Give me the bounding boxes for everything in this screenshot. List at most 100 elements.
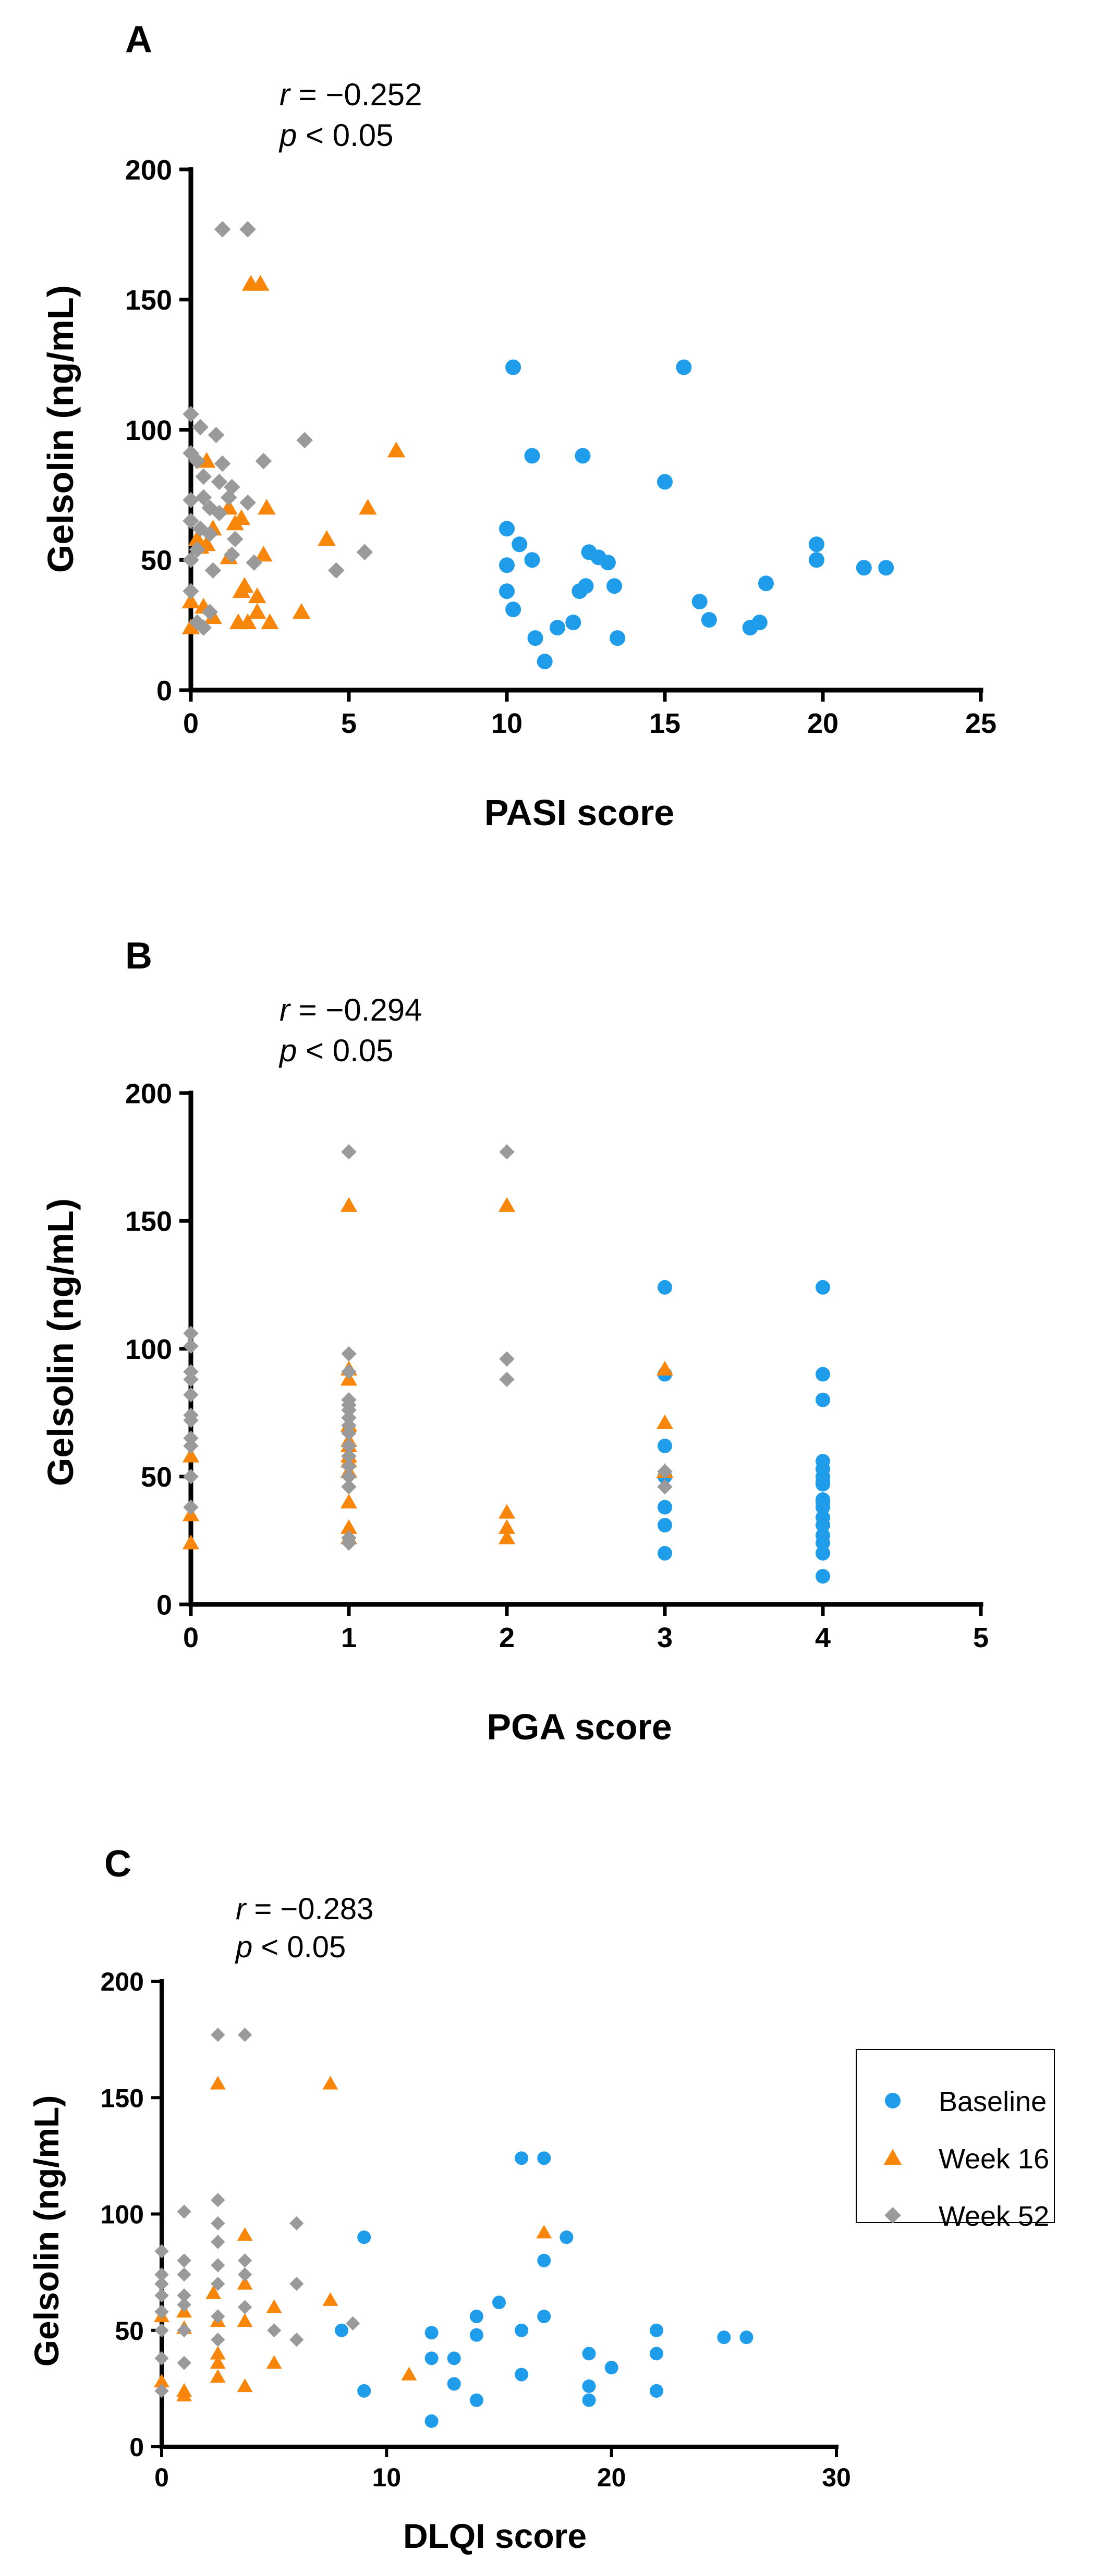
legend-box (856, 2049, 1055, 2223)
data-point-c-week-16-1 (322, 2076, 338, 2090)
data-point-c-week-16-21 (176, 2387, 192, 2401)
data-point-b-week-16-3 (340, 1197, 358, 1212)
data-point-a-week-52-14 (220, 489, 237, 506)
data-point-c-baseline-21 (447, 2377, 461, 2391)
x-tick-label-a-15: 15 (649, 708, 680, 739)
chart-panel-c: C r = −0.283 p < 0.05 DLQI score Gelsoli… (27, 1843, 851, 2555)
data-point-b-baseline-5 (658, 1517, 672, 1532)
data-point-b-week-52-10 (183, 1499, 199, 1515)
data-point-c-baseline-20 (515, 2368, 529, 2382)
x-tick-label-b-5: 5 (973, 1622, 989, 1653)
data-point-c-baseline-13 (717, 2330, 731, 2345)
data-point-b-week-52-28 (499, 1351, 515, 1367)
data-point-c-week-16-2 (237, 2227, 253, 2241)
data-point-c-baseline-4 (537, 2253, 551, 2267)
data-point-b-week-16-2 (182, 1535, 200, 1550)
data-point-a-week-52-19 (183, 512, 199, 530)
data-point-a-week-16-5 (258, 499, 276, 515)
data-point-a-week-52-4 (208, 426, 225, 444)
data-point-a-week-52-1 (239, 221, 256, 238)
x-tick-label-c-0: 0 (154, 2463, 169, 2492)
panel-letter-c: C (104, 1843, 131, 1885)
data-point-a-week-52-21 (201, 525, 218, 543)
data-point-c-week-52-11 (237, 2267, 252, 2282)
axes-c: 0 50 100 150 200 0 10 20 30 (101, 1967, 851, 2492)
data-point-b-baseline-17 (816, 1500, 830, 1515)
data-point-a-week-52-7 (189, 452, 205, 470)
data-point-b-week-16-20 (656, 1414, 674, 1429)
data-point-a-week-16-8 (232, 509, 251, 525)
data-point-c-week-52-7 (154, 2267, 169, 2282)
data-point-b-week-52-19 (341, 1425, 357, 1441)
x-axis-title-b: PGA score (487, 1707, 672, 1747)
stat-p-value-c: < 0.05 (252, 1930, 346, 1964)
y-tick-label-c-0: 0 (129, 2433, 144, 2462)
data-point-b-week-52-26 (341, 1535, 357, 1551)
x-tick-label-b-4: 4 (815, 1622, 831, 1653)
data-point-b-week-52-6 (183, 1413, 199, 1428)
stat-r-value-b: = −0.294 (290, 992, 422, 1027)
data-point-c-baseline-26 (582, 2393, 596, 2407)
data-point-b-week-52-11 (341, 1144, 357, 1160)
data-point-c-week-52-15 (211, 2276, 225, 2291)
data-point-b-week-52-7 (183, 1430, 199, 1446)
y-tick-label-b-100: 100 (125, 1334, 172, 1365)
data-point-b-week-52-23 (341, 1469, 357, 1485)
data-point-c-week-52-14 (154, 2276, 169, 2291)
data-point-b-week-16-15 (498, 1197, 516, 1212)
stat-r-value-c: = −0.283 (246, 1892, 373, 1926)
x-axis-title-c: DLQI score (403, 2517, 587, 2555)
data-point-c-week-52-21 (154, 2304, 169, 2319)
data-point-b-week-52-24 (341, 1479, 357, 1495)
data-point-a-week-16-25 (238, 613, 257, 630)
data-point-b-week-16-12 (340, 1493, 358, 1508)
x-tick-label-c-10: 10 (372, 2463, 402, 2492)
data-point-c-week-52-23 (345, 2316, 360, 2331)
x-tick-label-b-0: 0 (183, 1622, 199, 1653)
data-point-a-week-52-16 (183, 492, 199, 509)
x-tick-label-b-2: 2 (499, 1622, 515, 1653)
legend-marker-baseline (885, 2093, 901, 2108)
y-tick-label-a-50: 50 (141, 545, 172, 576)
y-tick-label-b-200: 200 (125, 1078, 172, 1109)
legend-label-baseline: Baseline (939, 2086, 1047, 2117)
data-point-b-week-52-20 (341, 1438, 357, 1454)
data-point-c-week-16-18 (210, 2369, 226, 2383)
data-point-a-week-16-21 (292, 603, 311, 619)
stat-p-b: p < 0.05 (278, 1033, 394, 1068)
data-point-b-baseline-4 (658, 1500, 672, 1515)
data-point-a-baseline-25 (742, 620, 758, 636)
data-point-c-week-52-28 (211, 2332, 225, 2347)
data-point-a-week-52-30 (183, 583, 199, 599)
x-axis-title-a: PASI score (484, 792, 674, 833)
data-point-a-week-52-27 (246, 554, 262, 571)
data-point-c-week-16-3 (536, 2225, 552, 2239)
data-point-a-week-52-9 (255, 452, 272, 470)
data-point-c-week-52-2 (211, 2193, 225, 2207)
data-point-c-baseline-16 (649, 2347, 663, 2361)
data-point-a-week-16-22 (248, 603, 266, 619)
data-point-b-week-52-31 (657, 1479, 673, 1495)
x-tick-label-a-5: 5 (341, 708, 357, 739)
data-point-c-week-52-4 (211, 2216, 225, 2231)
data-point-c-baseline-19 (604, 2361, 618, 2375)
data-point-a-week-16-17 (248, 587, 266, 604)
data-point-c-baseline-8 (515, 2323, 529, 2337)
data-point-a-baseline-3 (575, 448, 591, 464)
x-tick-label-a-20: 20 (807, 708, 839, 739)
data-point-c-week-16-0 (210, 2076, 226, 2090)
data-point-a-baseline-7 (808, 536, 824, 553)
stat-r-b: r = −0.294 (280, 992, 422, 1027)
data-point-a-week-52-25 (224, 546, 240, 563)
data-point-a-week-16-6 (359, 499, 377, 515)
data-point-a-week-52-20 (192, 520, 209, 537)
data-point-c-week-52-22 (211, 2309, 225, 2324)
legend-items: Baseline Week 16 Week 52 (883, 2086, 1049, 2232)
data-point-b-week-52-17 (341, 1410, 357, 1426)
data-point-c-week-52-9 (211, 2258, 225, 2273)
data-point-c-week-52-26 (154, 2323, 169, 2338)
data-point-b-week-52-9 (183, 1469, 199, 1485)
data-point-b-baseline-9 (816, 1392, 830, 1407)
data-point-c-baseline-0 (515, 2151, 529, 2165)
